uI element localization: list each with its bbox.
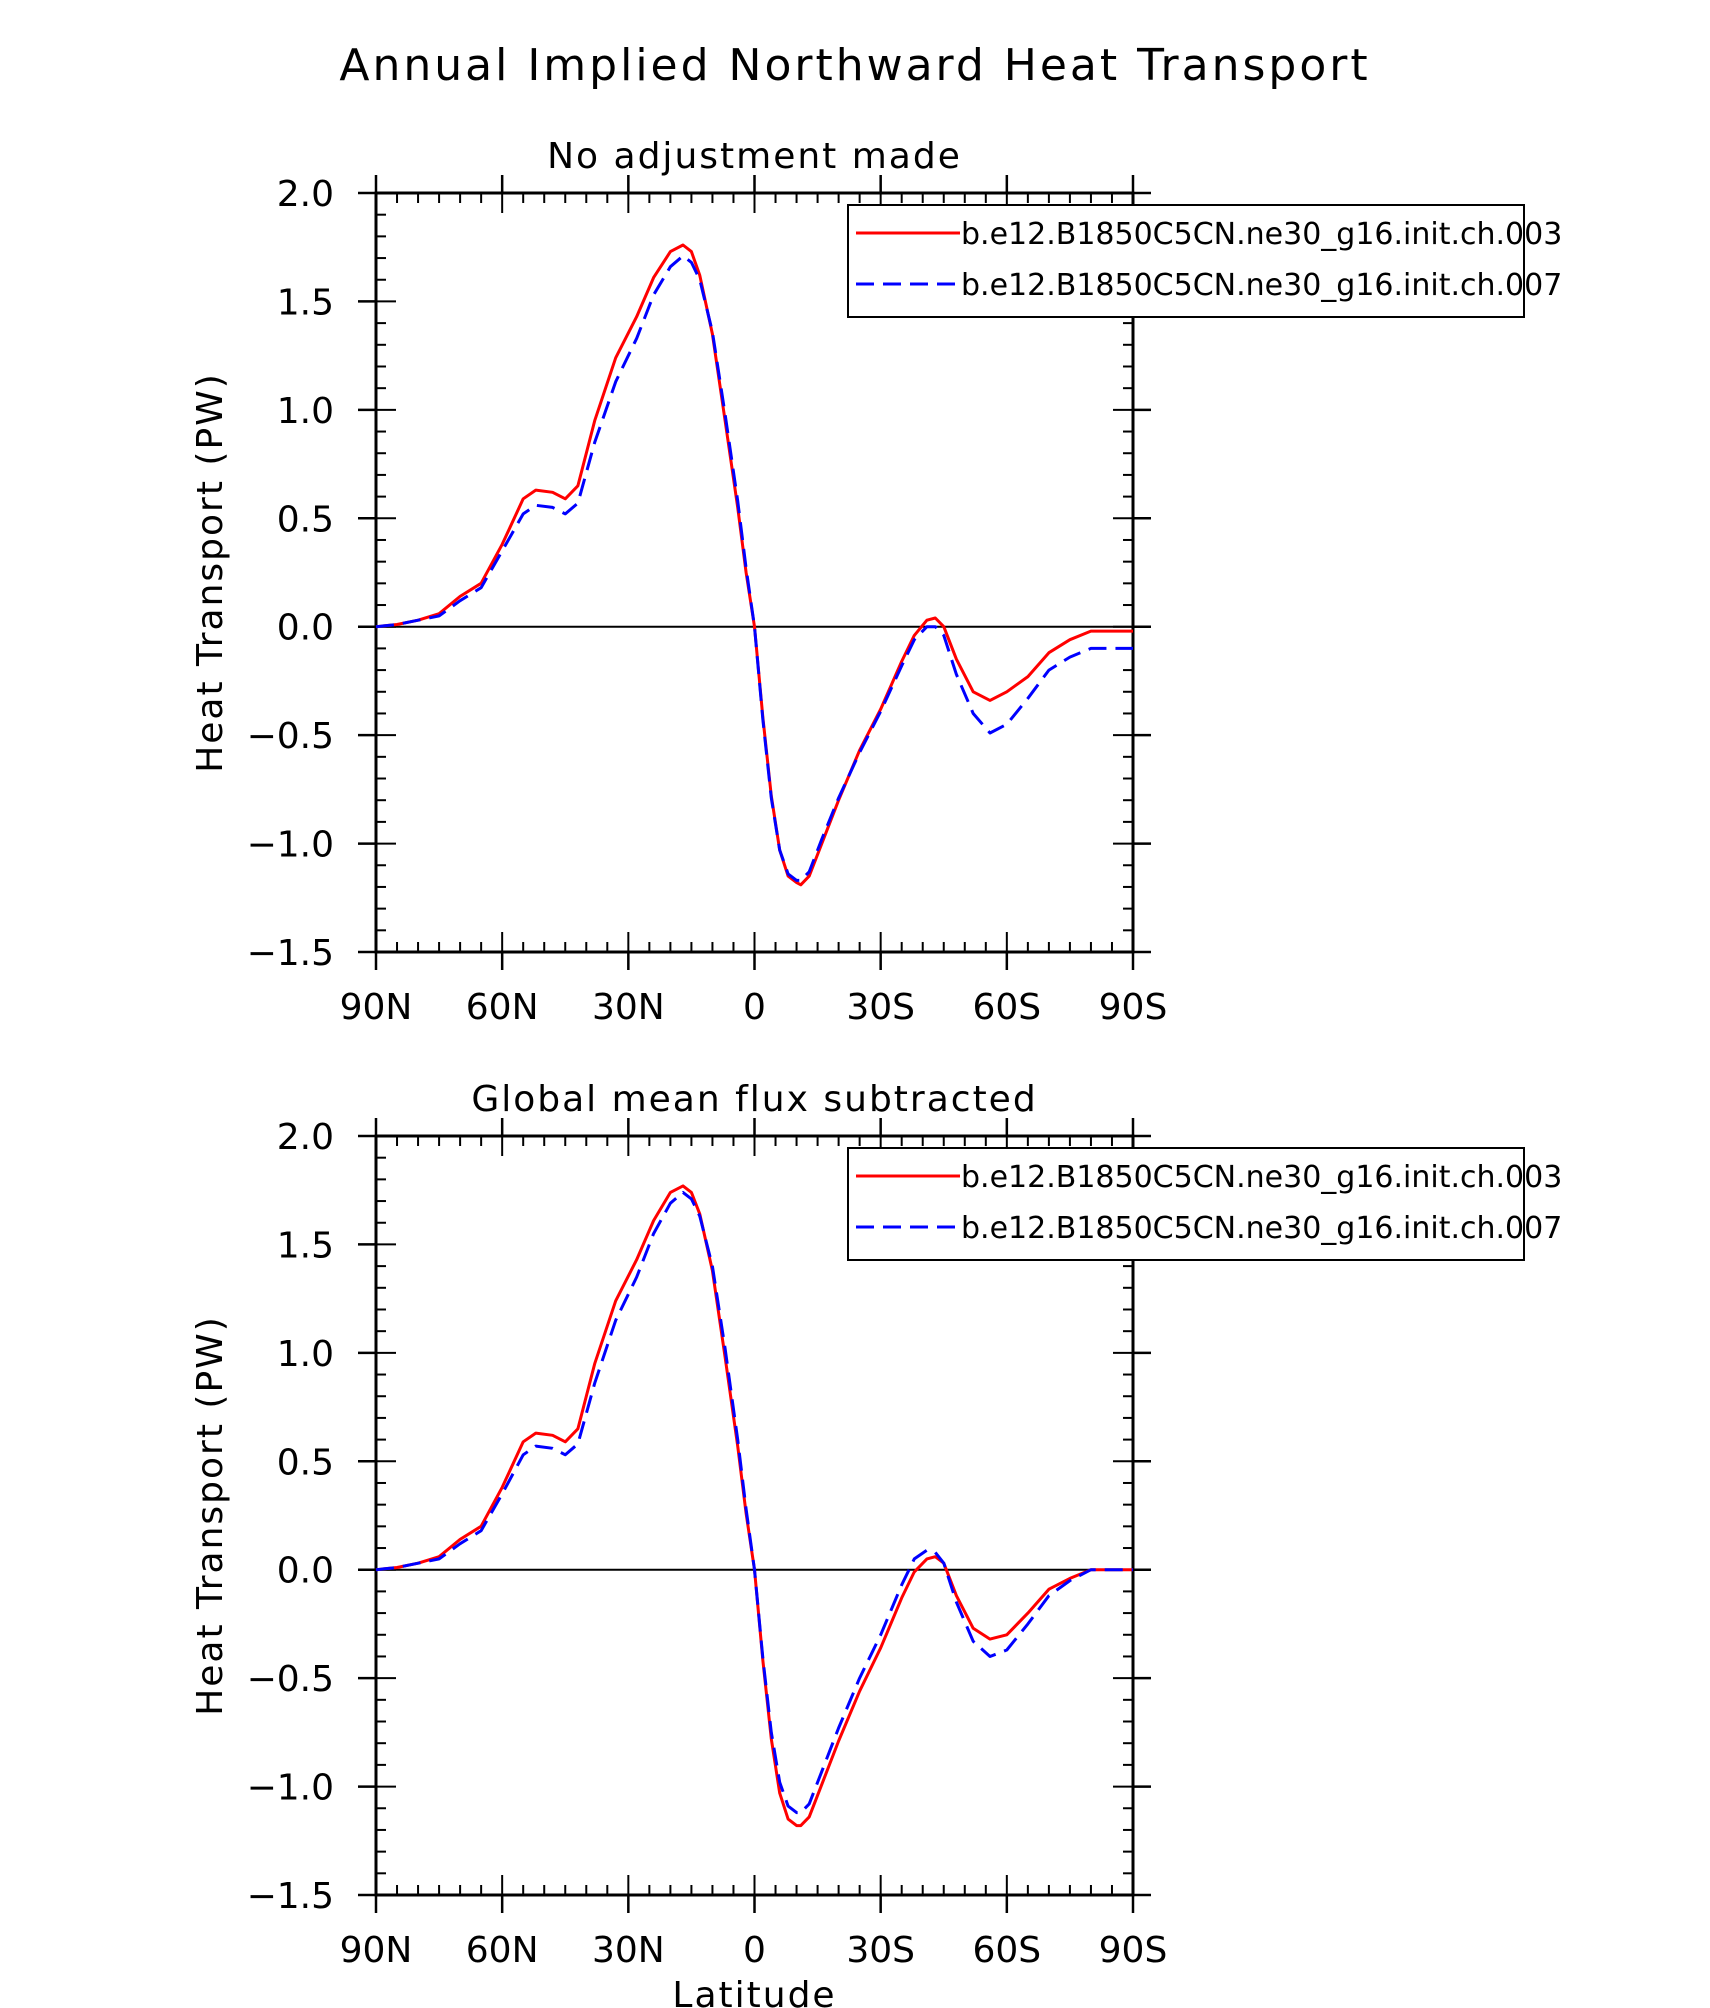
x-tick-label: 0 xyxy=(743,987,766,1028)
y-tick-label: −0.5 xyxy=(247,1659,334,1700)
x-tick-label: 30N xyxy=(592,1930,665,1971)
y-axis-label: Heat Transport (PW) xyxy=(190,1315,231,1716)
y-axis-label: Heat Transport (PW) xyxy=(190,372,231,773)
y-tick-label: −1.5 xyxy=(247,1876,334,1917)
panel-title: Global mean flux subtracted xyxy=(471,1079,1037,1120)
y-tick-label: 0.5 xyxy=(277,1442,334,1483)
legend-label: b.e12.B1850C5CN.ne30_g16.init.ch.003 xyxy=(961,1160,1562,1195)
x-tick-label: 60S xyxy=(972,987,1041,1028)
legend-label: b.e12.B1850C5CN.ne30_g16.init.ch.007 xyxy=(961,268,1562,303)
chart-panel-1: 90N 60N 30N 0 30S 60S 90S −1.5 −1.0 −0.5 0.0 0.5 1.0… xyxy=(190,136,1562,1028)
panel-title: No adjustment made xyxy=(547,136,962,177)
x-tick-label: 30S xyxy=(846,1930,915,1971)
y-tick-label: 1.5 xyxy=(277,1225,334,1266)
x-tick-label: 0 xyxy=(743,1930,766,1971)
y-tick-label: 2.0 xyxy=(277,1117,334,1158)
x-tick-label: 30N xyxy=(592,987,665,1028)
y-tick-label: 0.0 xyxy=(277,1551,334,1592)
x-tick-label: 30S xyxy=(846,987,915,1028)
y-tick-label: −1.5 xyxy=(247,933,334,974)
figure-title: Annual Implied Northward Heat Transport xyxy=(339,40,1371,91)
x-tick-label: 90N xyxy=(340,1930,413,1971)
x-tick-label: 90S xyxy=(1099,987,1168,1028)
chart-panel-2: 90N 60N 30N 0 30S 60S 90S −1.5 −1.0 −0.5 0.0 0.5 1.0… xyxy=(190,1079,1562,2008)
x-tick-label: 90N xyxy=(340,987,413,1028)
y-tick-label: 1.0 xyxy=(277,391,334,432)
y-tick-label: −0.5 xyxy=(247,716,334,757)
x-tick-label: 60N xyxy=(466,987,539,1028)
y-tick-label: −1.0 xyxy=(247,1768,334,1809)
x-tick-label: 60N xyxy=(466,1930,539,1971)
legend-box xyxy=(847,1147,1525,1261)
legend-label: b.e12.B1850C5CN.ne30_g16.init.ch.007 xyxy=(961,1211,1562,1246)
y-tick-label: 1.0 xyxy=(277,1334,334,1375)
y-tick-label: 2.0 xyxy=(277,174,334,215)
y-tick-label: 0.0 xyxy=(277,608,334,649)
y-tick-label: 0.5 xyxy=(277,499,334,540)
x-axis-label: Latitude xyxy=(672,1975,836,2008)
legend-box xyxy=(847,204,1525,318)
x-tick-label: 60S xyxy=(972,1930,1041,1971)
y-tick-label: −1.0 xyxy=(247,825,334,866)
legend-label: b.e12.B1850C5CN.ne30_g16.init.ch.003 xyxy=(961,217,1562,252)
series-line-1 xyxy=(375,243,1133,887)
y-tick-label: 1.5 xyxy=(277,282,334,323)
x-tick-label: 90S xyxy=(1099,1930,1168,1971)
series-line-1 xyxy=(375,1184,1133,1828)
series-line-2 xyxy=(375,254,1133,882)
series-line-2 xyxy=(375,1190,1133,1815)
